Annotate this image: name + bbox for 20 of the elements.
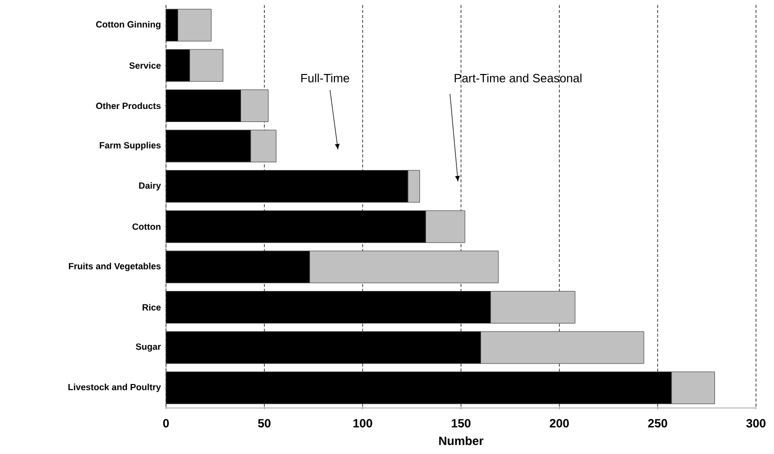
x-tick-label: 0 <box>163 419 169 428</box>
x-axis-title: Number <box>439 436 484 446</box>
y-tick-label: Cotton Ginning <box>96 20 160 30</box>
x-tick-label: 250 <box>648 419 668 428</box>
x-tick-label: 100 <box>353 419 372 428</box>
x-tick-label: 300 <box>746 419 766 428</box>
y-tick-label: Other Products <box>96 102 161 110</box>
y-tick-label: Farm Supplies <box>100 142 161 150</box>
y-tick-label: Livestock and Poultry <box>68 384 161 392</box>
y-tick-label: Cotton <box>132 223 160 230</box>
y-tick-label: Dairy <box>139 182 161 191</box>
x-tick-label: 50 <box>258 419 270 428</box>
y-tick-label: Service <box>129 62 161 69</box>
x-tick-label: 200 <box>550 419 569 428</box>
annotation: Part-Time and Seasonal <box>454 74 582 82</box>
annotation: Full-Time <box>301 74 350 82</box>
y-tick-label: Rice <box>142 304 161 311</box>
x-tick-label: 150 <box>452 419 470 428</box>
y-tick-label: Sugar <box>136 343 161 352</box>
y-tick-label: Fruits and Vegetables <box>68 262 161 272</box>
